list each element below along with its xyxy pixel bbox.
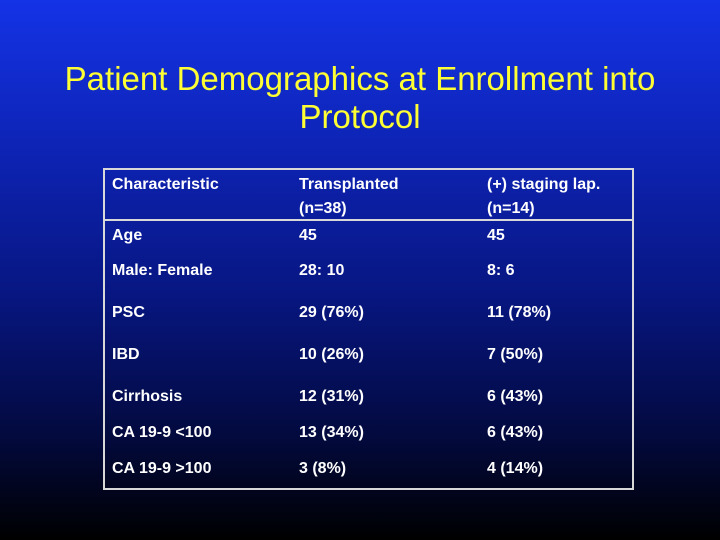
row-age-transplanted: 45 [299,227,317,244]
row-psc-staging: 11 (78%) [487,304,552,321]
row-age-label: Age [112,227,143,244]
header-characteristic: Characteristic [112,176,219,193]
header-staging-lap: (+) staging lap. [487,176,601,193]
row-psc-label: PSC [112,304,145,321]
row-ibd-transplanted: 10 (26%) [299,346,364,363]
row-ca199-low-transplanted: 13 (34%) [299,424,364,441]
row-ca199-high-staging: 4 (14%) [487,460,544,477]
header-divider [103,219,634,221]
row-ca199-low-label: CA 19-9 <100 [112,424,212,441]
row-sex-label: Male: Female [112,262,213,279]
slide-title-line-2: Protocol [299,98,421,135]
header-transplanted: Transplanted [299,176,399,193]
row-cirrhosis-label: Cirrhosis [112,388,183,405]
slide-title-line-1: Patient Demographics at Enrollment into [64,60,656,97]
row-cirrhosis-transplanted: 12 (31%) [299,388,364,405]
row-ibd-label: IBD [112,346,140,363]
row-ca199-high-label: CA 19-9 >100 [112,460,212,477]
row-psc-transplanted: 29 (76%) [299,304,364,321]
row-ibd-staging: 7 (50%) [487,346,544,363]
demographics-table [103,168,634,490]
header-staging-lap-n: (n=14) [487,200,535,217]
row-age-staging: 45 [487,227,505,244]
row-ca199-low-staging: 6 (43%) [487,424,544,441]
row-cirrhosis-staging: 6 (43%) [487,388,544,405]
row-ca199-high-transplanted: 3 (8%) [299,460,347,477]
row-sex-transplanted: 28: 10 [299,262,345,279]
header-transplanted-n: (n=38) [299,200,347,217]
slide-title: Patient Demographics at Enrollment into … [0,60,720,136]
row-sex-staging: 8: 6 [487,262,515,279]
